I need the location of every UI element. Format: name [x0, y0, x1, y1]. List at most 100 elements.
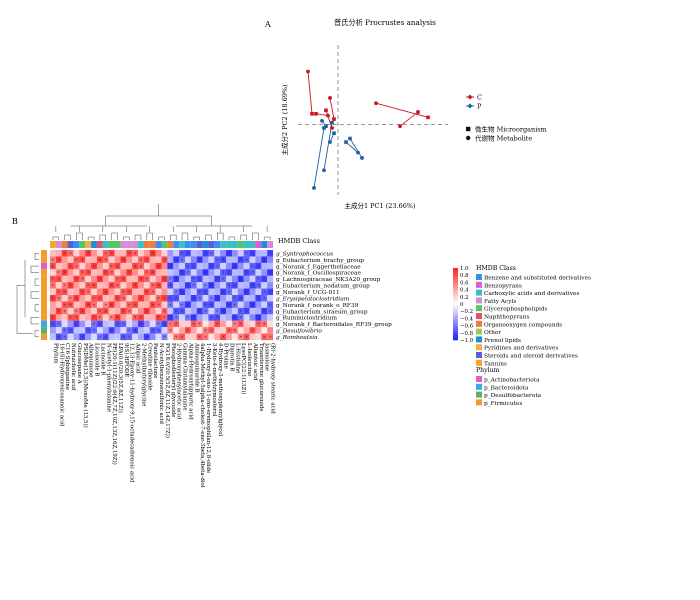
- significance-mark: *: [116, 296, 119, 302]
- significance-mark: *: [134, 284, 137, 290]
- heatmap-cell: [102, 275, 109, 283]
- heatmap-cell: [202, 262, 209, 270]
- heatmap-cell: [214, 282, 221, 289]
- significance-mark: *: [58, 322, 61, 328]
- significance-mark: *: [251, 251, 254, 257]
- significance-mark: *: [110, 303, 113, 309]
- microorganism-point: [348, 136, 352, 141]
- heatmap-cell: [261, 307, 268, 315]
- significance-mark: *: [234, 303, 237, 309]
- heatmap-cell: [184, 256, 191, 263]
- heatmap-cell: [96, 269, 103, 276]
- significance-mark: *: [263, 309, 266, 315]
- heatmap-cell: [114, 288, 121, 296]
- column-label: 1-Hydroxy-8-oxo-11-oxo-eremophilan-12,8-…: [205, 343, 211, 473]
- heatmap-cell: [261, 327, 268, 334]
- heatmap-cell: [243, 256, 250, 263]
- hmdb-annotation-cell: [173, 241, 180, 248]
- heatmap-cell: [61, 320, 68, 328]
- heatmap-cell: [96, 307, 103, 315]
- heatmap-cell: [208, 295, 215, 302]
- heatmap-cell: [243, 288, 250, 296]
- hmdb-annotation-cell: [243, 241, 250, 248]
- phylum-legend-label: p_Firmicutes: [484, 401, 522, 407]
- heatmap-cell: [126, 256, 133, 263]
- heatmap-cell: [138, 269, 144, 276]
- heatmap-cell: [108, 333, 115, 341]
- heatmap-cell: [261, 333, 268, 341]
- significance-mark: *: [122, 290, 125, 296]
- heatmap-cell: [173, 333, 180, 341]
- heatmap-cell: [108, 256, 115, 263]
- significance-mark: *: [263, 322, 266, 328]
- microorganism-point: [324, 108, 328, 113]
- heatmap-cell: [226, 269, 233, 276]
- heatmap-cell: [149, 282, 156, 289]
- hmdb-annotation-cell: [73, 241, 80, 248]
- heatmap-cell: [50, 262, 56, 270]
- heatmap-cell: [202, 301, 209, 308]
- heatmap-cell: [73, 307, 80, 315]
- significance-mark: *: [216, 277, 219, 283]
- heatmap-cell: [184, 327, 191, 334]
- heatmap-cell: [67, 314, 74, 321]
- significance-mark: *: [245, 335, 248, 341]
- heatmap-cell: [184, 288, 191, 296]
- phylum-annotation-cell: [41, 320, 47, 328]
- significance-mark: *: [204, 271, 207, 277]
- column-label: 16-(S)-Hydroxyeicosanoic acid: [58, 343, 65, 427]
- heatmap-cell: [220, 314, 227, 321]
- heatmap-cell: [67, 256, 74, 263]
- hmdb-annotation-cell: [143, 241, 150, 248]
- significance-mark: *: [181, 271, 184, 277]
- significance-mark: *: [75, 258, 78, 264]
- hmdb-legend-swatch: [476, 336, 482, 343]
- heatmap-cell: [50, 275, 56, 283]
- heatmap-cell: [255, 295, 262, 302]
- significance-mark: *: [87, 329, 90, 335]
- significance-mark: *: [122, 309, 125, 315]
- phylum-annotation-cell: [41, 275, 47, 283]
- heatmap-cell: [79, 256, 86, 263]
- significance-mark: *: [134, 264, 137, 270]
- heatmap-cell: [73, 282, 80, 289]
- color-scale-step: [453, 298, 458, 301]
- heatmap-cell: [126, 314, 133, 321]
- significance-mark: *: [193, 284, 196, 290]
- heatmap-cell: [61, 262, 68, 270]
- significance-mark: *: [58, 290, 61, 296]
- heatmap-cell: [79, 333, 86, 341]
- heatmap-cell: [196, 320, 203, 328]
- heatmap-cell: [55, 275, 62, 283]
- significance-mark: *: [122, 322, 125, 328]
- heatmap-cell: [138, 288, 144, 296]
- legend-marker: [467, 94, 473, 100]
- color-scale-step: [453, 289, 458, 292]
- significance-mark: *: [81, 258, 84, 264]
- heatmap-cell: [167, 307, 174, 315]
- significance-mark: *: [216, 264, 219, 270]
- heatmap-cell: [85, 295, 92, 302]
- row-label: g_Norank_f_Bacteroidales_RF39_group: [276, 322, 392, 328]
- significance-mark: *: [64, 271, 67, 277]
- significance-mark: *: [93, 264, 96, 270]
- significance-mark: *: [257, 264, 260, 270]
- significance-mark: *: [58, 335, 61, 341]
- heatmap-cell: [85, 275, 92, 283]
- color-scale-step: [453, 282, 458, 285]
- significance-mark: *: [222, 271, 225, 277]
- hmdb-annotation-cell: [255, 241, 262, 248]
- heatmap-cell: [167, 282, 174, 289]
- color-scale-step: [453, 331, 458, 334]
- significance-mark: *: [105, 335, 108, 341]
- column-label: Diprotin B: [228, 343, 234, 371]
- heatmap-cell: [55, 333, 62, 341]
- significance-mark: *: [175, 335, 178, 341]
- heatmap-cell: [73, 288, 80, 296]
- procrustes-link: [375, 102, 429, 118]
- hmdb-legend-swatch: [476, 359, 482, 366]
- heatmap-cell: [243, 262, 250, 270]
- hmdb-annotation-cell: [108, 241, 115, 248]
- heatmap-cell: [138, 262, 144, 270]
- row-label: g_Norank_f_UCG-011: [276, 290, 340, 296]
